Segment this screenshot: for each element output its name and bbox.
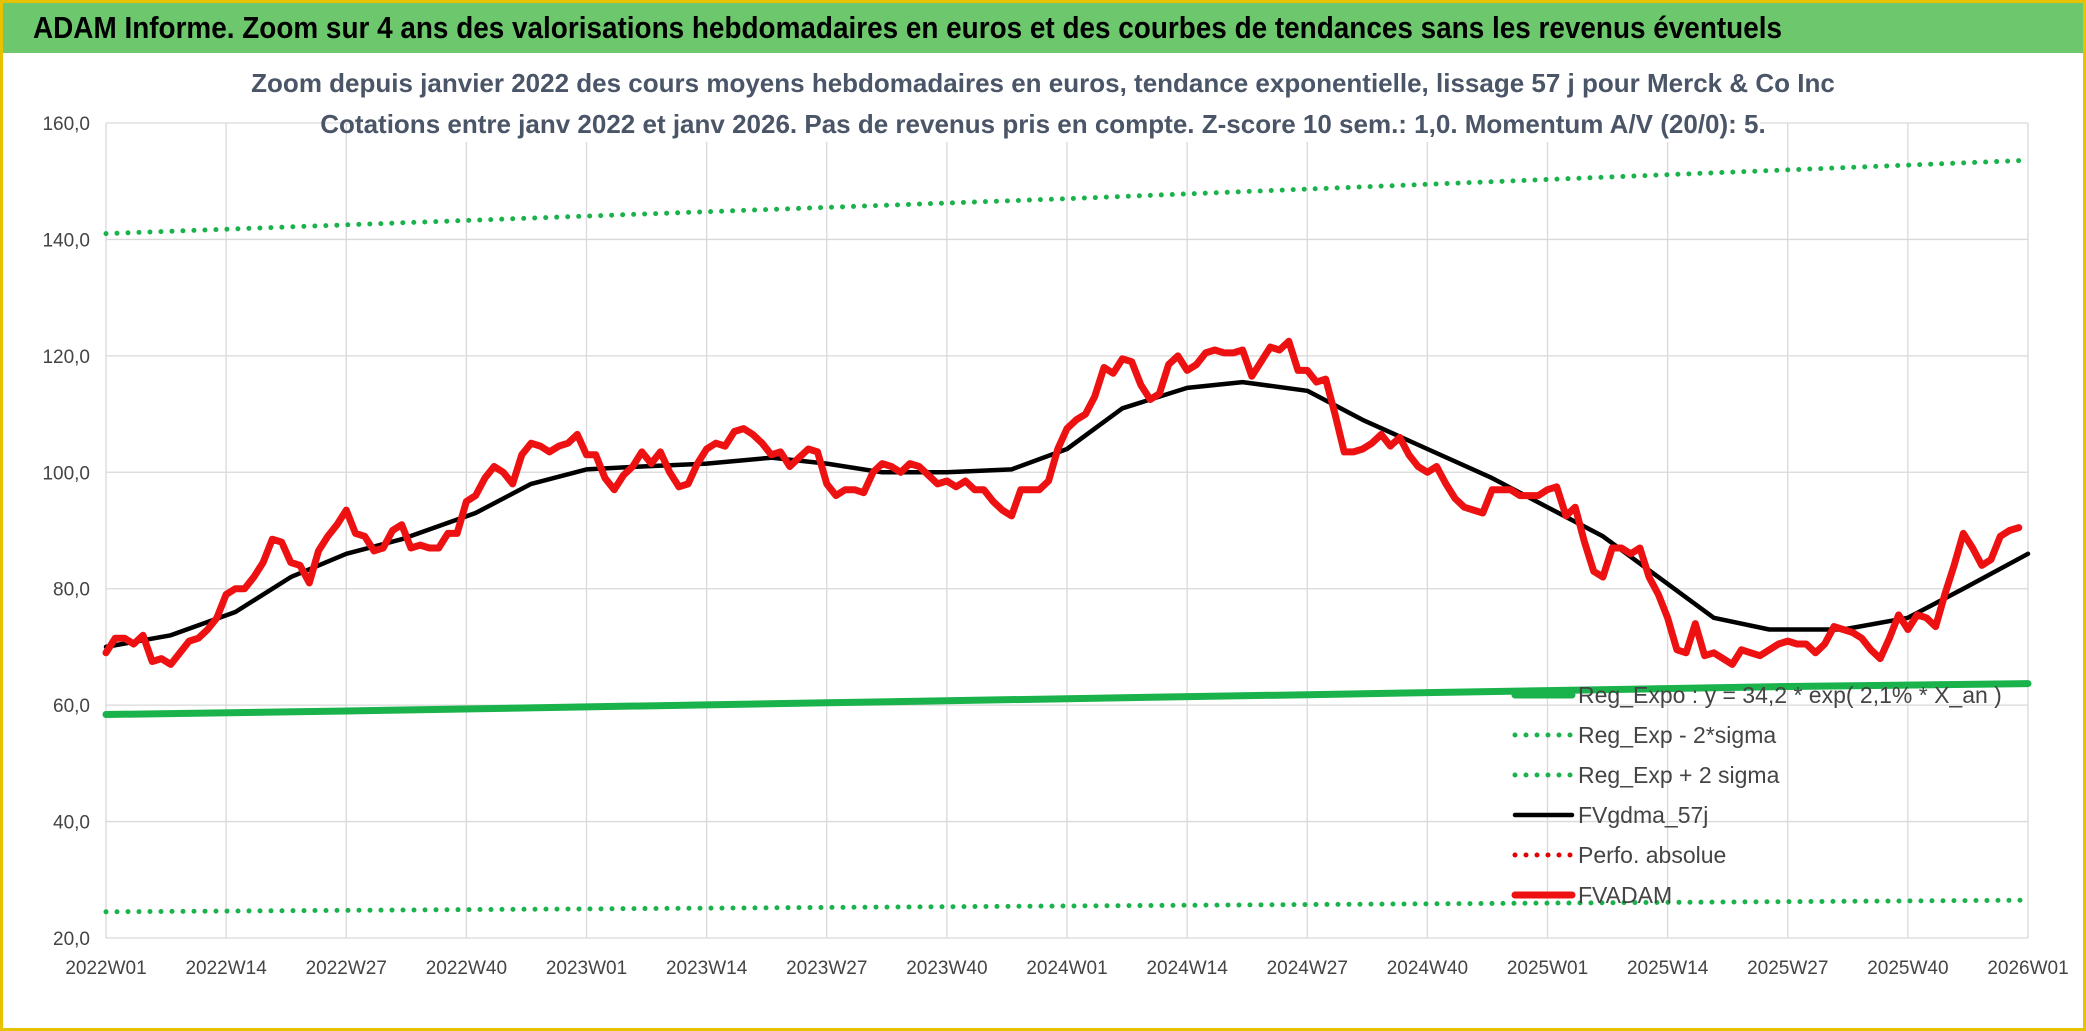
series-fvgdma-57j-line <box>103 379 2031 650</box>
chart-subtitle-background <box>360 102 1760 142</box>
series-reg-exp-2-sigma-line <box>103 157 2031 237</box>
y-tick-label: 20,0 <box>53 929 90 950</box>
y-tick-label: 80,0 <box>53 580 90 601</box>
legend-label: FVgdma_57j <box>1578 802 1708 828</box>
grid <box>105 122 2029 939</box>
x-tick-label: 2025W27 <box>1747 958 1828 979</box>
chart-title-group: Zoom depuis janvier 2022 des cours moyen… <box>251 62 1835 142</box>
y-tick-label: 140,0 <box>42 230 90 251</box>
y-tick-label: 160,0 <box>42 114 90 135</box>
series-reg-expo-y-34-2-exp-2-1-x-an-line <box>102 680 2032 718</box>
x-tick-label: 2024W40 <box>1387 958 1468 979</box>
x-tick-label: 2025W40 <box>1867 958 1948 979</box>
x-tick-label: 2025W14 <box>1627 958 1709 979</box>
x-tick-label: 2026W01 <box>1987 958 2068 979</box>
series-fvadam-line <box>102 337 2023 668</box>
x-tick-label: 2024W27 <box>1267 958 1348 979</box>
x-tick-label: 2023W27 <box>786 958 867 979</box>
x-tick-label: 2022W01 <box>65 958 146 979</box>
chart-title-background <box>318 62 1768 102</box>
series-reg-exp-2-sigma-line <box>103 897 2031 915</box>
legend: Reg_Expo : y = 34,2 * exp( 2,1% * X_an )… <box>1511 682 2002 908</box>
chart-title: Zoom depuis janvier 2022 des cours moyen… <box>251 68 1835 98</box>
x-tick-label: 2022W14 <box>185 958 267 979</box>
report-title: ADAM Informe. Zoom sur 4 ans des valoris… <box>33 10 1782 45</box>
x-tick-label: 2022W40 <box>426 958 507 979</box>
x-tick-label: 2022W27 <box>306 958 387 979</box>
chart-subtitle: Cotations entre janv 2022 et janv 2026. … <box>320 109 1765 139</box>
legend-label: Reg_Exp + 2 sigma <box>1578 762 1780 788</box>
x-tick-label: 2023W14 <box>666 958 748 979</box>
legend-label: FVADAM <box>1578 882 1672 908</box>
series-group <box>102 157 2032 915</box>
legend-label: Reg_Exp - 2*sigma <box>1578 722 1776 748</box>
y-tick-label: 120,0 <box>42 347 90 368</box>
x-tick-label: 2024W14 <box>1146 958 1228 979</box>
report-header: ADAM Informe. Zoom sur 4 ans des valoris… <box>3 3 2083 53</box>
x-tick-label: 2025W01 <box>1507 958 1588 979</box>
x-tick-label: 2023W01 <box>546 958 627 979</box>
line-chart: Zoom depuis janvier 2022 des cours moyen… <box>42 62 2069 979</box>
y-tick-label: 60,0 <box>53 696 90 717</box>
legend-label: Reg_Expo : y = 34,2 * exp( 2,1% * X_an ) <box>1578 682 2002 708</box>
x-tick-label: 2024W01 <box>1026 958 1107 979</box>
legend-label: Perfo. absolue <box>1578 842 1726 868</box>
x-tick-label: 2023W40 <box>906 958 987 979</box>
y-tick-label: 100,0 <box>42 463 90 484</box>
y-tick-label: 40,0 <box>53 813 90 834</box>
axes: 20,0 40,0 60,0 80,0 100,0 120,0 140,0 160,0 2022… <box>42 114 2068 979</box>
